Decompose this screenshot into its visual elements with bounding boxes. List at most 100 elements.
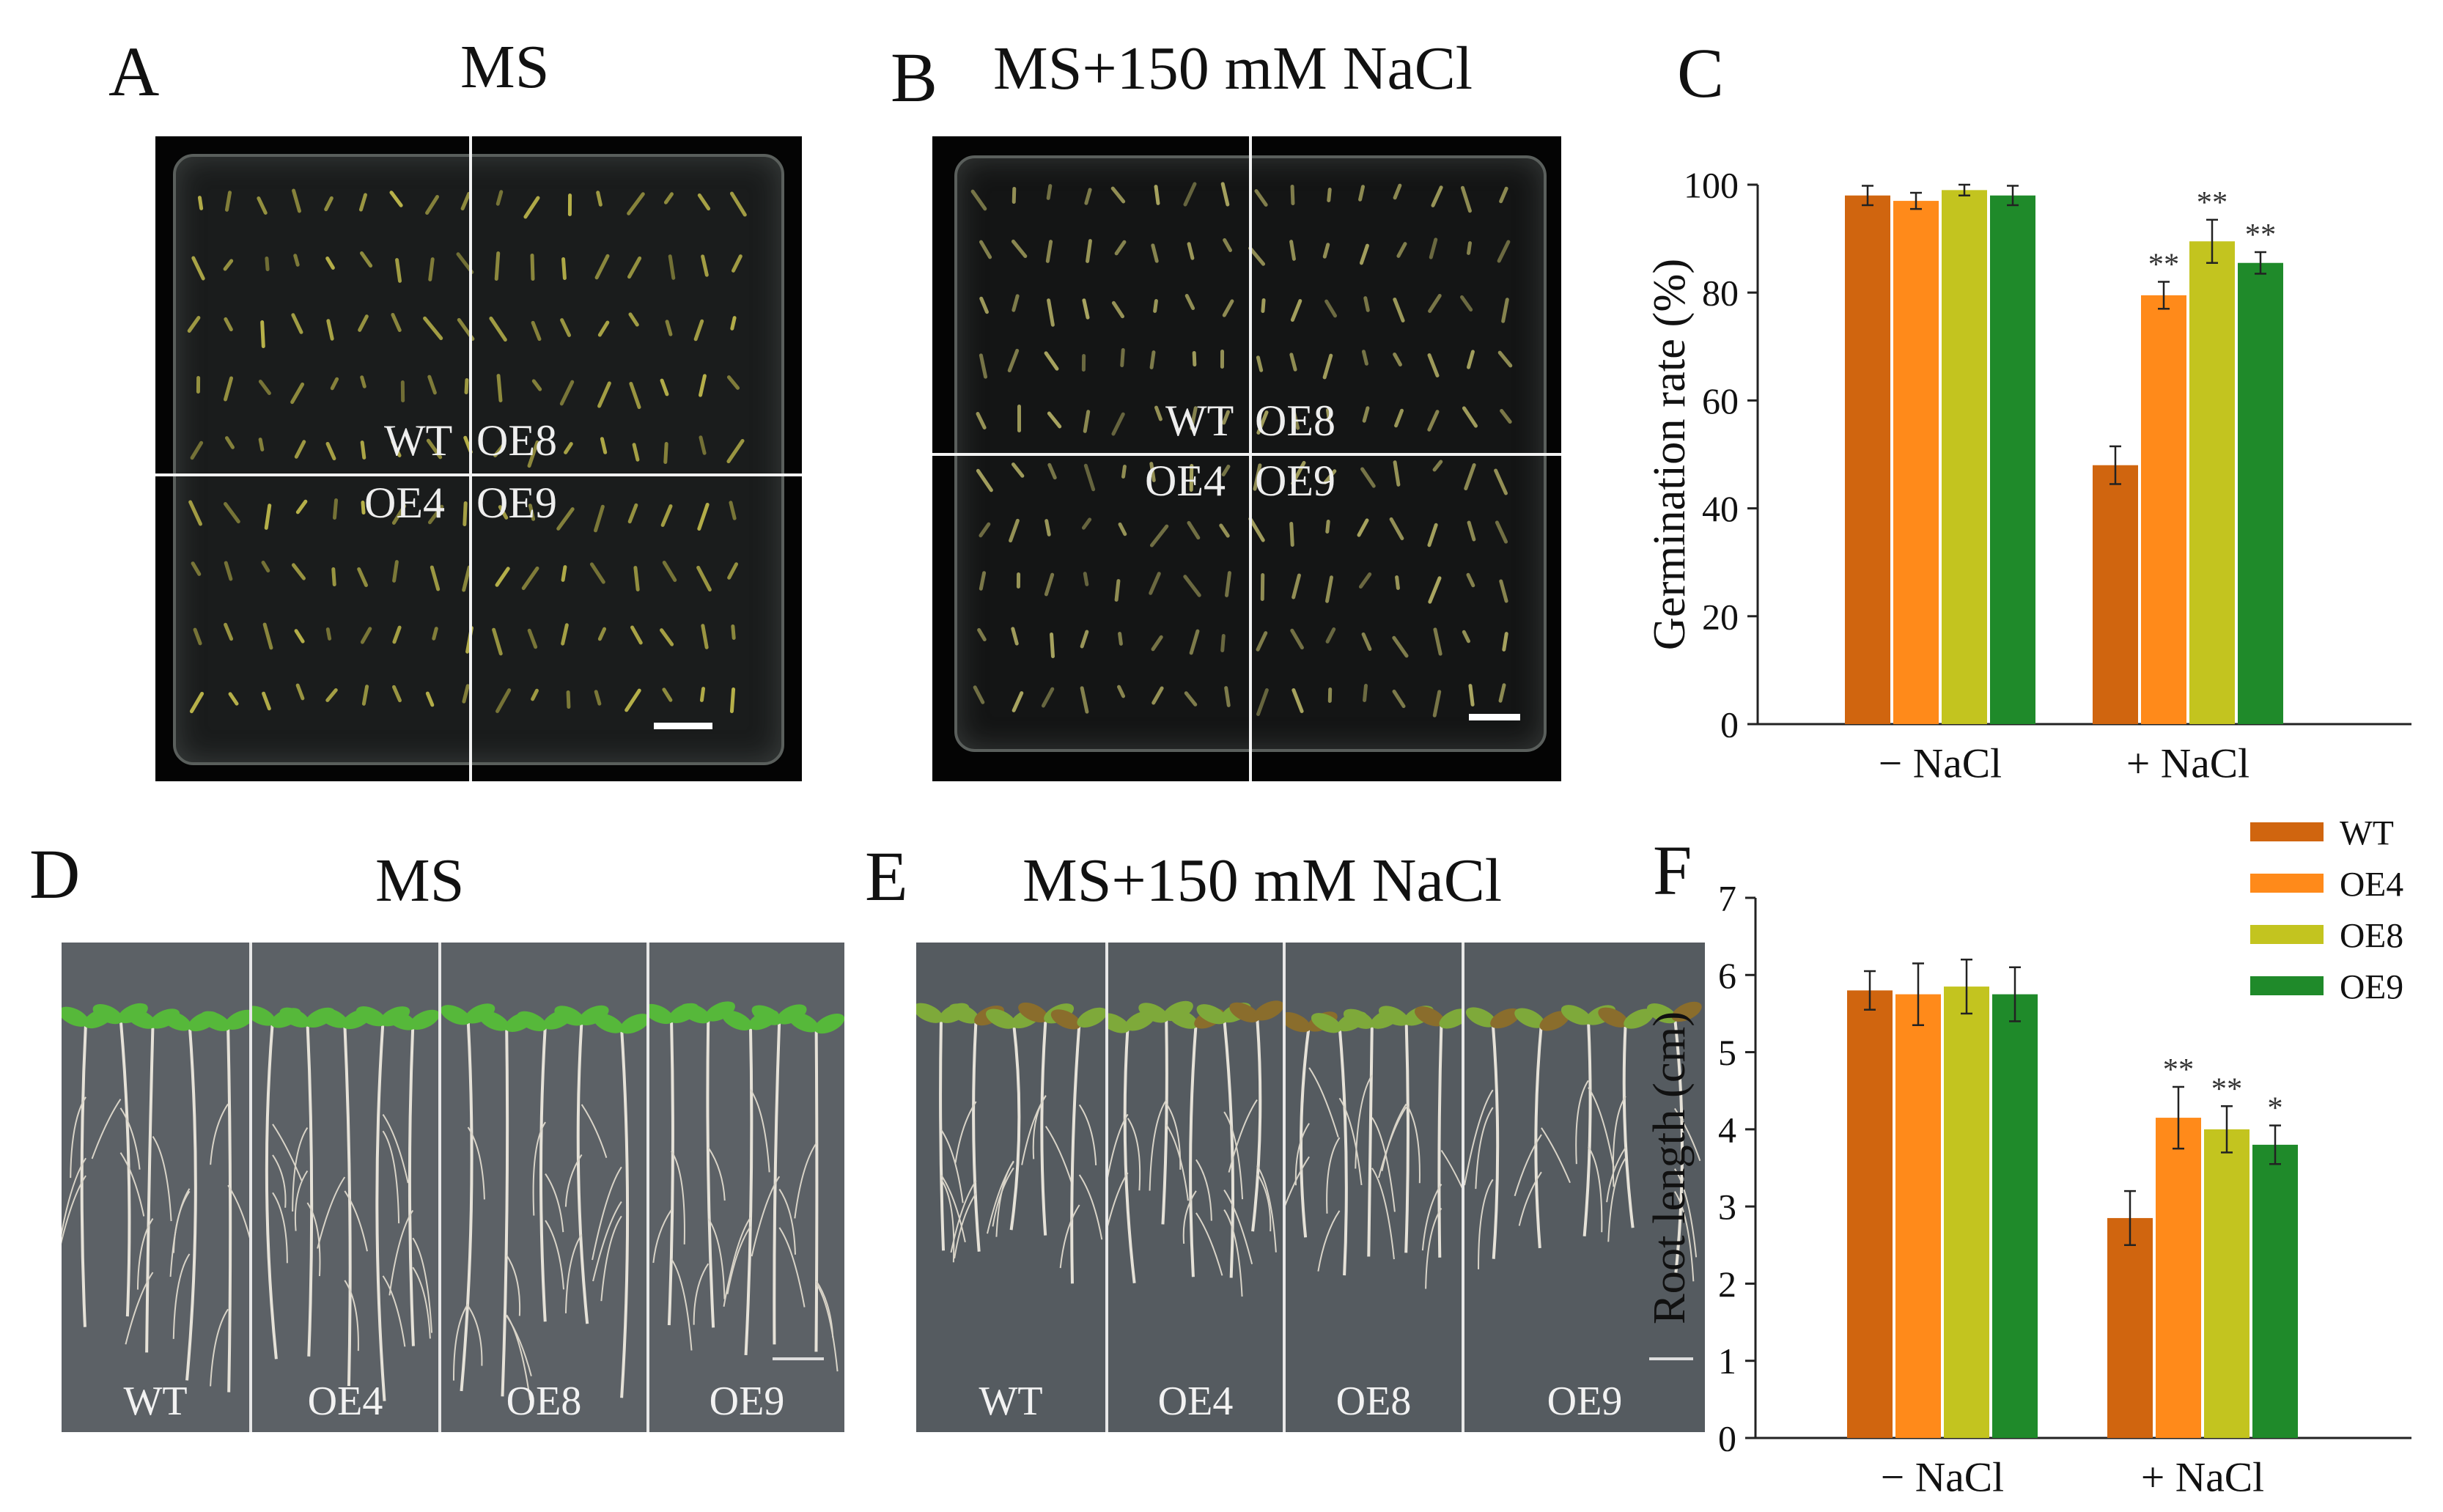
leaf (1539, 1011, 1570, 1031)
seedling (1223, 685, 1231, 708)
strip-label: OE9 (1547, 1379, 1623, 1424)
lateral-root (1165, 1124, 1189, 1201)
significance-mark: ** (2163, 1052, 2195, 1087)
seedling (190, 440, 204, 460)
strip-label: OE8 (506, 1379, 582, 1424)
seedling (260, 560, 271, 574)
seedling (189, 691, 205, 715)
seedling (494, 251, 501, 281)
seedling (1110, 412, 1126, 438)
lateral-root (1421, 1184, 1442, 1251)
y-tick-label: 40 (1702, 488, 1739, 529)
seedling (358, 192, 368, 212)
leaf (409, 1009, 438, 1030)
lateral-root (726, 1226, 751, 1294)
seedling (559, 379, 575, 406)
root (706, 1017, 715, 1328)
seedling (600, 436, 608, 454)
leaf (200, 1011, 231, 1031)
leaf (1138, 1003, 1169, 1023)
seedling (1325, 627, 1337, 644)
root (972, 1018, 981, 1252)
seedling (1154, 184, 1161, 206)
lateral-root (954, 1192, 977, 1259)
significance-mark: * (2267, 1091, 2282, 1126)
strip-label: OE9 (709, 1379, 785, 1424)
y-tick-label: 0 (1718, 1418, 1736, 1459)
seedling (360, 440, 367, 460)
y-axis-label: Germination rate (%) (1643, 259, 1695, 651)
lateral-root (1317, 1210, 1341, 1272)
root (460, 1019, 474, 1392)
seedling (1085, 238, 1093, 264)
seedling (520, 565, 540, 591)
legend-swatch (2250, 822, 2324, 841)
seedling (661, 687, 674, 704)
lateral-root (1674, 1191, 1695, 1282)
leaf (252, 1006, 276, 1026)
x-category-label: + NaCl (2141, 1455, 2264, 1501)
seedling (726, 375, 741, 391)
lateral-root (1223, 1190, 1253, 1264)
y-tick-label: 7 (1718, 878, 1736, 919)
panel-b-label-wt: WT (1165, 397, 1234, 445)
seedling (1497, 350, 1514, 369)
seedling (192, 627, 202, 646)
leaf (751, 1005, 782, 1025)
seedling (456, 317, 476, 342)
seedling (223, 317, 234, 332)
leaf (649, 1003, 674, 1025)
seedling (979, 295, 990, 314)
seedling (560, 622, 569, 646)
seedling (197, 195, 204, 210)
panel-a-label-oe4: OE4 (364, 479, 445, 527)
lateral-root (1127, 1118, 1141, 1191)
seedling (1222, 237, 1233, 253)
seedling (1192, 350, 1197, 366)
leaf (479, 1011, 509, 1031)
bar (1990, 195, 2035, 725)
seedling (295, 498, 309, 515)
seedling (627, 503, 639, 525)
lateral-root (1575, 1080, 1589, 1165)
lateral-root (119, 1152, 145, 1217)
lateral-root (940, 1174, 966, 1243)
seedling-strip: WT (916, 943, 1105, 1432)
seedling (427, 374, 438, 395)
seedling (1394, 575, 1400, 590)
seedling (729, 191, 748, 218)
lateral-root (125, 1272, 154, 1345)
root (1040, 1016, 1047, 1236)
seedling (1260, 573, 1265, 602)
seedling (1498, 185, 1509, 204)
seedling (256, 196, 268, 215)
seedling-drawing (441, 1003, 646, 1401)
seedling (1291, 572, 1302, 600)
seedling (325, 627, 332, 642)
lateral-root (1541, 1127, 1571, 1184)
lateral-root (317, 1176, 346, 1249)
leaf (554, 1006, 585, 1026)
seedling (1430, 185, 1444, 208)
seedling (1289, 628, 1305, 650)
seedling (356, 567, 369, 588)
bar (1992, 994, 2038, 1438)
lateral-root (467, 1305, 483, 1366)
germination-rate-chart: 0 20 40 60 80 100 Germination rate (%) − NaCl **… (1643, 165, 2411, 787)
lateral-root (1355, 1074, 1373, 1169)
lateral-root (1108, 1113, 1129, 1179)
seedling (1326, 187, 1332, 202)
lateral-root (1256, 1165, 1277, 1253)
seedling (661, 560, 677, 583)
seedling (1324, 519, 1330, 534)
bar (2238, 262, 2283, 725)
seedling (1324, 298, 1338, 319)
seedling (431, 626, 438, 641)
seedling (1113, 239, 1127, 257)
seedling-strip: OE9 (1464, 943, 1705, 1432)
root (1534, 1023, 1543, 1249)
seedling (1153, 298, 1159, 314)
lateral-root (210, 1308, 229, 1387)
lateral-root (1078, 1104, 1097, 1165)
leaf (1490, 1008, 1521, 1029)
